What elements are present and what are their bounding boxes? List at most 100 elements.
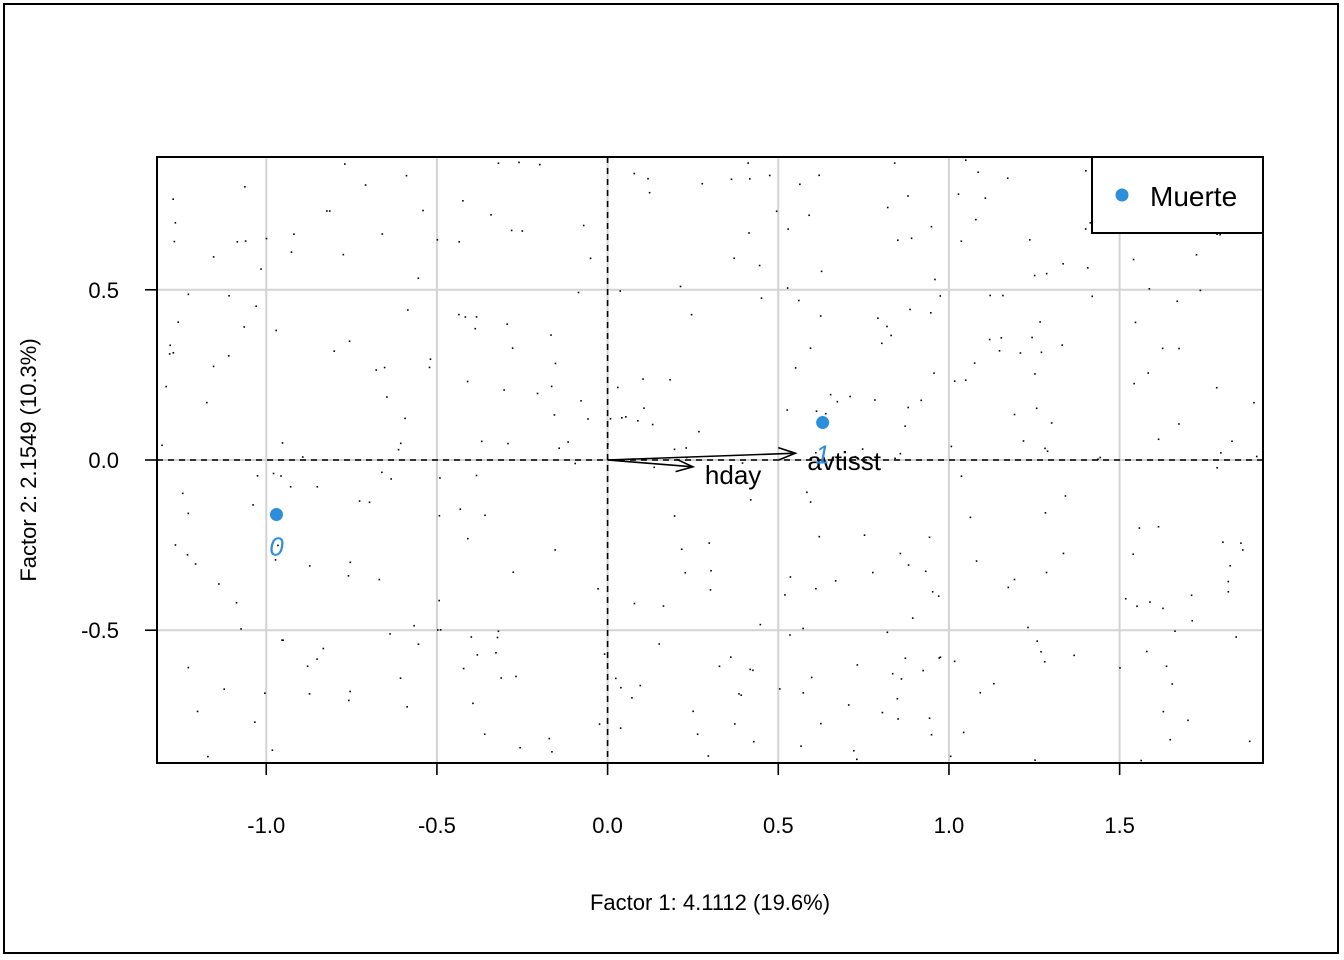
background-point [953,660,956,663]
background-point [619,727,622,729]
background-point [708,542,711,544]
background-point [436,629,439,631]
x-axis: -1.0 -0.5 0.0 0.5 1.0 1.5 [247,763,1135,838]
background-point [550,385,553,388]
background-point [466,537,469,540]
background-point [809,501,812,503]
background-point [673,448,676,451]
background-point [265,237,268,240]
background-point [218,583,220,585]
background-point [1216,466,1218,469]
background-point [506,323,509,325]
background-point [1007,586,1010,589]
background-point [880,342,883,345]
background-point [290,251,293,253]
background-point [679,285,682,288]
background-point [989,294,991,297]
background-point [698,430,700,433]
background-point [710,569,712,572]
background-point [172,352,175,354]
background-point [861,448,864,450]
x-axis-title: Factor 1: 4.1112 (19.6%) [590,890,830,915]
background-point [277,544,279,547]
background-point [950,445,953,448]
background-point [960,240,963,243]
background-point [829,393,832,396]
background-point [1119,667,1121,669]
background-point [597,588,599,590]
background-point [173,240,176,243]
background-point [399,677,402,679]
background-point [877,317,879,319]
background-point [1064,495,1067,497]
background-point [458,241,461,243]
background-point [957,193,960,196]
background-point [820,722,822,725]
background-point [475,474,478,477]
background-point [1035,407,1038,410]
y-tick-label-0: -0.5 [81,618,119,643]
background-point [648,191,651,194]
background-point [272,472,275,475]
background-point [567,441,569,443]
background-point [907,564,910,566]
background-point [984,197,987,199]
background-point [1176,300,1179,303]
background-point [975,560,978,562]
background-point [930,225,933,228]
background-point [934,278,936,281]
background-point [1199,289,1202,292]
background-point [536,392,539,395]
background-point [1002,294,1004,297]
background-point [438,599,440,602]
background-point [969,516,972,519]
x-tick-label-1: -0.5 [418,813,456,838]
background-point [496,636,499,639]
background-point [306,665,309,668]
background-point [598,723,601,725]
background-point [381,471,383,474]
background-point [768,174,771,177]
background-point [587,418,589,420]
background-point [815,410,818,413]
background-point [662,605,665,607]
category-points: 01 [269,416,830,561]
background-point [1165,665,1168,668]
background-point [348,340,351,343]
background-point [749,499,752,501]
background-point [1242,549,1244,551]
background-point [264,692,266,695]
background-point [511,347,514,349]
background-point [625,416,627,418]
background-point [289,485,292,488]
background-point [368,501,371,504]
background-point [690,313,693,316]
background-point [871,571,874,574]
background-point [1027,626,1029,629]
background-point [1040,351,1043,354]
background-point [979,691,982,694]
background-point [580,400,582,402]
background-point [574,462,577,465]
background-point [539,163,541,166]
background-point [1006,177,1009,179]
background-point [729,656,732,658]
background-point [651,423,654,426]
background-point [799,183,801,186]
background-point [1215,386,1218,389]
background-point [187,512,190,515]
background-point [1045,272,1048,275]
background-point [933,372,935,374]
arrow-head-hday [675,458,696,473]
background-point [347,575,350,577]
background-point [1229,564,1231,567]
background-point [293,233,295,235]
background-point [1174,630,1176,632]
background-point [922,669,924,672]
background-point [752,669,754,672]
background-point [472,702,474,705]
background-point [1145,650,1148,653]
background-point [168,353,171,355]
background-point [1000,337,1003,339]
background-point [397,448,400,451]
